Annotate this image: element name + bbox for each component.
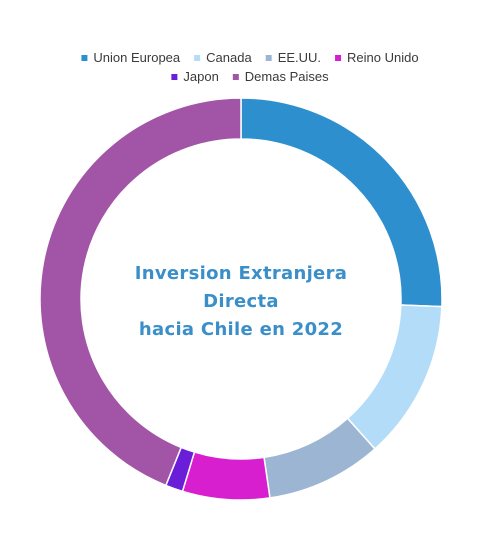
legend-label-demas-paises: Demas Paises xyxy=(245,69,329,84)
slice-demas-paises xyxy=(39,97,242,487)
legend-label-japon: Japon xyxy=(183,69,218,84)
legend-item-canada: Canada xyxy=(194,50,252,65)
legend: Union Europea Canada EE.UU. Reino Unido Japo… xyxy=(81,50,419,84)
slice-reino-unido xyxy=(181,451,271,501)
donut-slices xyxy=(39,97,443,501)
legend-item-reino-unido: Reino Unido xyxy=(335,50,419,65)
legend-label-ee-uu: EE.UU. xyxy=(278,50,321,65)
legend-item-union-europea: Union Europea xyxy=(81,50,181,65)
slice-canada xyxy=(346,304,443,450)
legend-label-union-europea: Union Europea xyxy=(93,50,180,65)
legend-label-canada: Canada xyxy=(206,50,252,65)
chart-title: Inversion Extranjera Directa hacia Chile… xyxy=(135,263,347,340)
legend-item-japon: Japon xyxy=(171,69,219,84)
legend-swatch-demas-paises xyxy=(232,74,239,80)
legend-item-demas-paises: Demas Paises xyxy=(232,69,329,84)
legend-swatch-reino-unido xyxy=(335,55,342,61)
legend-item-ee-uu: EE.UU. xyxy=(265,50,321,65)
chart-title-line-3: hacia Chile en 2022 xyxy=(139,319,343,340)
chart-title-line-1: Inversion Extranjera xyxy=(135,263,347,284)
chart-title-line-2: Directa xyxy=(203,291,279,312)
legend-swatch-ee-uu xyxy=(265,55,272,61)
legend-swatch-japon xyxy=(171,74,178,80)
slice-ee-uu xyxy=(263,417,376,499)
legend-swatch-union-europea xyxy=(81,55,88,61)
legend-label-reino-unido: Reino Unido xyxy=(347,50,419,65)
legend-swatch-canada xyxy=(194,55,201,61)
